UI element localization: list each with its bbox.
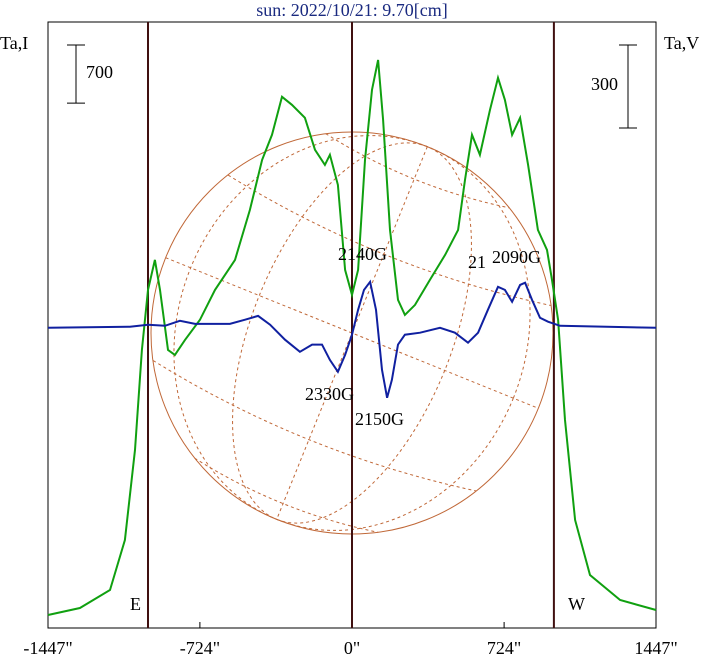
x-tick-label: 0" (344, 638, 360, 658)
series-line (47, 279, 657, 399)
annotation: 2330G (305, 384, 354, 404)
y-axis-label: Ta,I (0, 33, 28, 53)
series-line (47, 59, 657, 616)
x-tick-label: -724" (180, 638, 220, 658)
annotation: 2090G (492, 247, 541, 267)
y2-axis-label: Ta,V (664, 33, 699, 53)
scale-bar-label: 300 (591, 74, 618, 94)
chart-title: sun: 2022/10/21: 9.70[cm] (256, 0, 448, 20)
limb-label: W (568, 594, 585, 614)
limb-label: E (130, 594, 141, 614)
scale-bar-label: 700 (86, 62, 113, 82)
x-tick-label: 1447" (634, 638, 677, 658)
annotation: 21 (468, 252, 486, 272)
x-tick-label: -1447" (23, 638, 72, 658)
annotation: 2140G (338, 244, 387, 264)
annotation: 2150G (355, 409, 404, 429)
x-tick-label: 724" (487, 638, 521, 658)
